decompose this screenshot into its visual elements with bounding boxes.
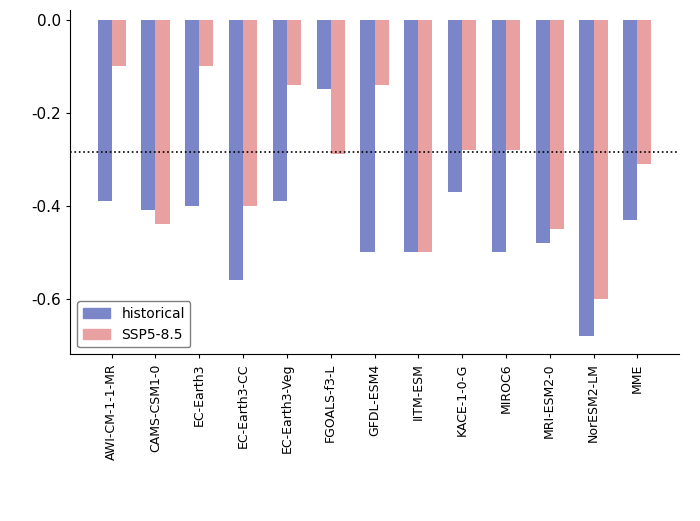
Bar bbox=[405, 20, 419, 252]
Bar bbox=[98, 20, 112, 201]
Bar bbox=[199, 20, 213, 66]
Bar bbox=[550, 20, 564, 229]
Bar bbox=[287, 20, 301, 85]
Bar bbox=[360, 20, 374, 252]
Bar bbox=[374, 20, 388, 85]
Bar bbox=[623, 20, 637, 219]
Bar bbox=[448, 20, 462, 192]
Bar bbox=[243, 20, 257, 206]
Bar bbox=[141, 20, 155, 210]
Bar bbox=[637, 20, 651, 164]
Bar bbox=[492, 20, 506, 252]
Bar bbox=[273, 20, 287, 201]
Bar bbox=[462, 20, 476, 150]
Bar bbox=[594, 20, 608, 299]
Legend: historical, SSP5-8.5: historical, SSP5-8.5 bbox=[77, 301, 190, 348]
Bar bbox=[506, 20, 520, 150]
Bar bbox=[112, 20, 126, 66]
Bar bbox=[580, 20, 594, 336]
Bar bbox=[419, 20, 433, 252]
Bar bbox=[316, 20, 330, 90]
Bar bbox=[536, 20, 550, 243]
Bar bbox=[330, 20, 344, 154]
Bar bbox=[186, 20, 199, 206]
Bar bbox=[155, 20, 169, 224]
Bar bbox=[229, 20, 243, 280]
